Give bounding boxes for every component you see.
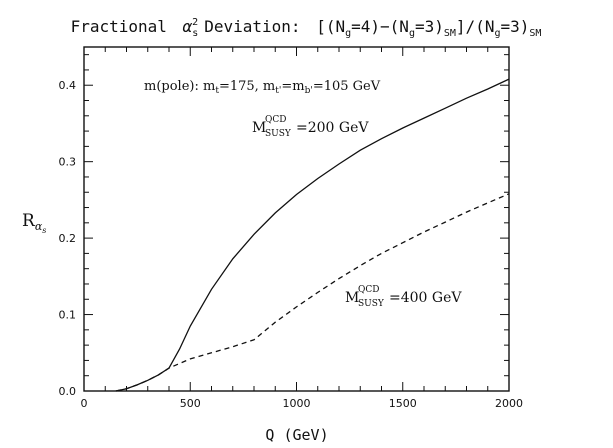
svg-text:M: M (345, 290, 359, 306)
svg-text:SUSY: SUSY (265, 129, 292, 139)
svg-text:SUSY: SUSY (358, 299, 385, 309)
x-axis-label: Q (GeV) (265, 426, 328, 444)
series-line-dashed (115, 193, 510, 392)
y-tick-label: 0.3 (59, 156, 77, 169)
series-line-solid (115, 78, 510, 392)
y-tick-label: 0.0 (59, 385, 77, 398)
y-tick-label: 0.2 (59, 232, 77, 245)
svg-text:=400 GeV: =400 GeV (389, 290, 462, 306)
svg-text:=200 GeV: =200 GeV (296, 120, 369, 136)
y-tick-label: 0.4 (59, 79, 77, 92)
series-layer (115, 78, 510, 392)
plot-frame (83, 46, 510, 392)
y-tick-label: 0.1 (59, 309, 77, 322)
ticks (83, 47, 510, 392)
svg-text:QCD: QCD (265, 115, 286, 125)
x-tick-label: 500 (180, 397, 201, 410)
x-tick-label: 0 (81, 397, 88, 410)
annotation-pole-masses: m(pole): mt=175, mt'=mb'=105 GeV (144, 79, 381, 96)
x-tick-label: 1000 (283, 397, 311, 410)
y-axis-label: Rαs (22, 211, 46, 235)
svg-text:M: M (252, 120, 266, 136)
annotation-msusy-200: M QCD SUSY =200 GeV (252, 115, 369, 139)
x-tick-label: 1500 (389, 397, 417, 410)
chart-title: Fractional α2 s Deviation: [(Ng=4)−(Ng=3)S… (71, 17, 542, 39)
x-tick-label: 2000 (495, 397, 523, 410)
svg-text:QCD: QCD (358, 285, 379, 295)
tick-labels: 0 500 1000 1500 2000 0.0 0.1 0.2 0.3 0.4 (59, 79, 524, 410)
annotation-msusy-400: M QCD SUSY =400 GeV (345, 285, 462, 309)
